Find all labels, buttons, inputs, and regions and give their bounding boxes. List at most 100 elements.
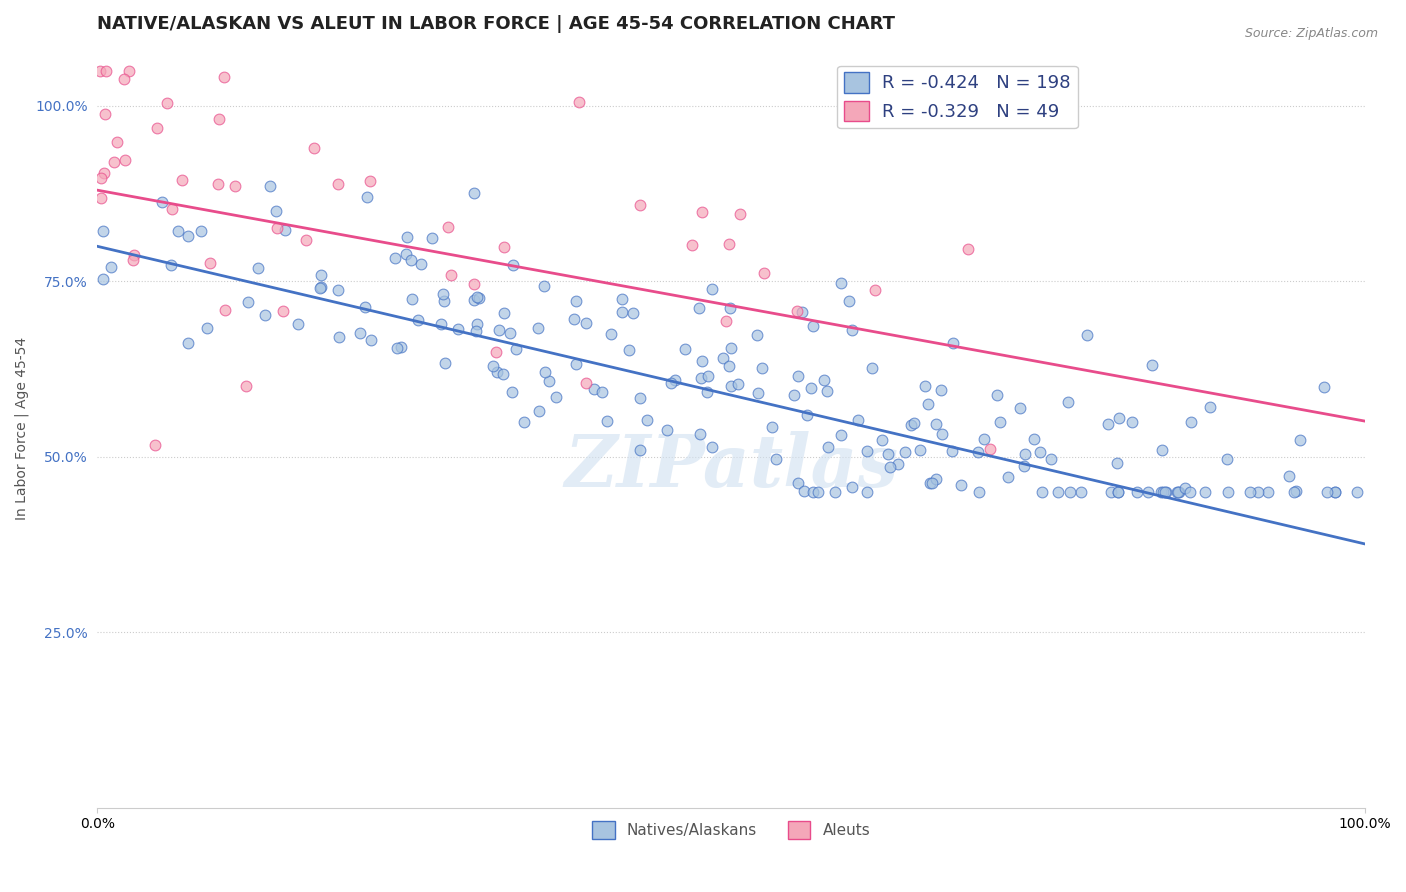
Point bbox=[1199, 400, 1222, 414]
Point bbox=[696, 384, 718, 399]
Point bbox=[537, 374, 560, 388]
Point bbox=[575, 316, 598, 330]
Point bbox=[942, 336, 965, 351]
Point bbox=[401, 253, 423, 268]
Point bbox=[492, 367, 515, 381]
Point bbox=[568, 95, 591, 109]
Point bbox=[628, 443, 651, 458]
Point bbox=[1107, 485, 1129, 500]
Point bbox=[1024, 432, 1046, 446]
Point bbox=[91, 271, 114, 285]
Point bbox=[925, 417, 948, 432]
Point bbox=[501, 384, 523, 399]
Point bbox=[1097, 417, 1119, 432]
Point bbox=[1323, 485, 1346, 500]
Point bbox=[1257, 485, 1279, 500]
Point bbox=[717, 236, 740, 251]
Point bbox=[1014, 459, 1036, 474]
Point bbox=[214, 303, 236, 318]
Point bbox=[236, 295, 259, 310]
Point bbox=[596, 414, 619, 428]
Point bbox=[870, 434, 893, 448]
Point bbox=[546, 390, 568, 404]
Point bbox=[920, 475, 942, 490]
Point bbox=[801, 318, 824, 333]
Point bbox=[482, 359, 505, 373]
Point bbox=[730, 207, 752, 221]
Point bbox=[714, 314, 737, 328]
Point bbox=[526, 321, 548, 335]
Point bbox=[488, 323, 510, 337]
Point bbox=[727, 377, 749, 392]
Point bbox=[681, 237, 703, 252]
Point bbox=[499, 326, 522, 340]
Point bbox=[395, 230, 418, 244]
Point bbox=[429, 318, 451, 332]
Point bbox=[89, 63, 111, 78]
Point bbox=[718, 301, 741, 315]
Point bbox=[657, 423, 679, 437]
Point bbox=[997, 470, 1019, 484]
Text: NATIVE/ALASKAN VS ALEUT IN LABOR FORCE | AGE 45-54 CORRELATION CHART: NATIVE/ALASKAN VS ALEUT IN LABOR FORCE |… bbox=[97, 15, 896, 33]
Point bbox=[1057, 395, 1080, 409]
Point bbox=[463, 186, 485, 200]
Point bbox=[1150, 443, 1173, 458]
Point bbox=[533, 278, 555, 293]
Point bbox=[893, 444, 915, 458]
Point bbox=[1178, 485, 1201, 500]
Point bbox=[1168, 485, 1191, 500]
Point bbox=[957, 242, 980, 256]
Point bbox=[807, 485, 830, 500]
Point bbox=[1059, 485, 1081, 500]
Point bbox=[463, 293, 485, 307]
Point bbox=[207, 178, 229, 192]
Point bbox=[1040, 451, 1063, 466]
Point bbox=[465, 290, 488, 304]
Point bbox=[1121, 416, 1143, 430]
Point bbox=[437, 219, 460, 234]
Point bbox=[575, 376, 598, 390]
Point bbox=[1154, 485, 1177, 500]
Point bbox=[254, 308, 277, 322]
Point bbox=[353, 301, 375, 315]
Point bbox=[690, 205, 713, 219]
Point bbox=[841, 323, 863, 337]
Point bbox=[465, 318, 488, 332]
Point bbox=[1166, 485, 1188, 500]
Point bbox=[793, 484, 815, 499]
Point bbox=[177, 229, 200, 244]
Point bbox=[628, 198, 651, 212]
Point bbox=[309, 268, 332, 282]
Point bbox=[513, 416, 536, 430]
Point bbox=[879, 459, 901, 474]
Point bbox=[787, 475, 810, 490]
Point bbox=[170, 173, 193, 187]
Point bbox=[463, 277, 485, 291]
Point bbox=[1014, 447, 1036, 461]
Point bbox=[688, 301, 710, 315]
Point bbox=[1107, 485, 1129, 500]
Point bbox=[94, 107, 117, 121]
Point bbox=[621, 306, 644, 320]
Point bbox=[1070, 485, 1092, 500]
Point bbox=[801, 485, 824, 500]
Point bbox=[94, 63, 117, 78]
Point bbox=[949, 478, 972, 492]
Point bbox=[118, 63, 141, 78]
Point bbox=[817, 440, 839, 454]
Point bbox=[1239, 485, 1261, 500]
Point bbox=[150, 194, 173, 209]
Point bbox=[295, 233, 318, 247]
Point bbox=[485, 365, 508, 379]
Point bbox=[636, 413, 658, 427]
Point bbox=[591, 385, 613, 400]
Point bbox=[467, 291, 489, 305]
Point bbox=[1167, 485, 1189, 500]
Point bbox=[195, 321, 218, 335]
Point bbox=[1031, 485, 1053, 500]
Point bbox=[855, 443, 877, 458]
Point bbox=[761, 419, 783, 434]
Point bbox=[877, 447, 900, 461]
Point bbox=[610, 292, 633, 306]
Point bbox=[863, 283, 886, 297]
